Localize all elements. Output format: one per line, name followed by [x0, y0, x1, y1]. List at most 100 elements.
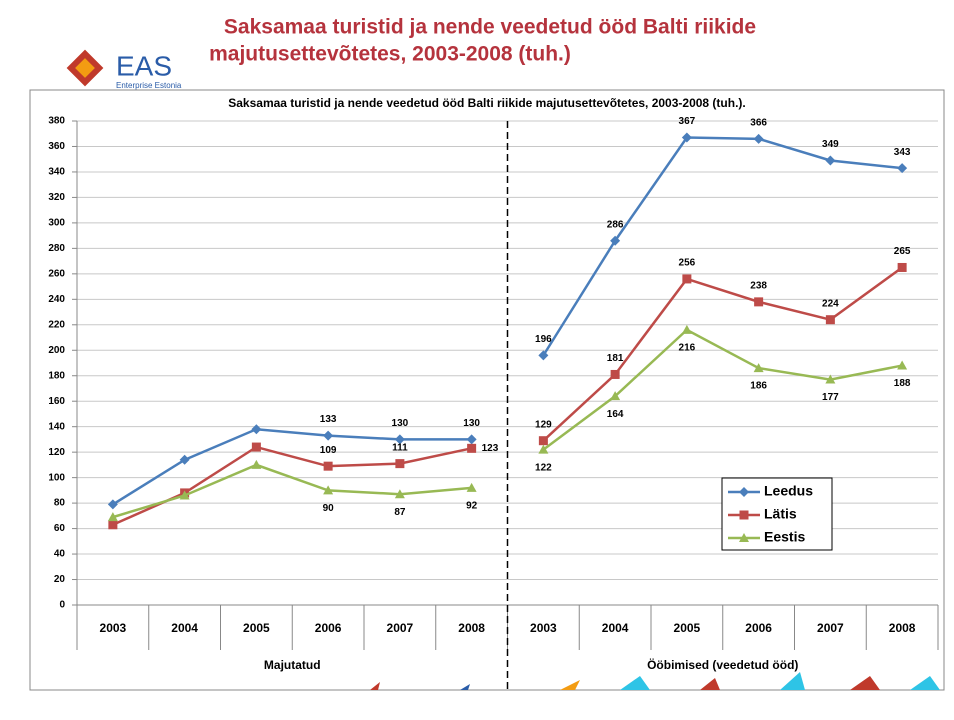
data-label: 181	[607, 353, 624, 364]
decor-shape	[700, 678, 720, 690]
marker	[753, 363, 764, 373]
slide-title: Saksamaa turistid ja nende veedetud ööd …	[224, 16, 756, 39]
data-label: 186	[750, 381, 767, 392]
x-tick-label: 2006	[745, 621, 772, 635]
marker	[251, 459, 262, 469]
y-tick-label: 60	[54, 523, 66, 534]
data-label: 111	[392, 442, 408, 453]
y-tick-label: 220	[48, 319, 65, 330]
marker	[394, 489, 405, 499]
logo-icon	[75, 58, 95, 78]
data-label: 87	[394, 507, 406, 518]
series-line	[112, 427, 472, 506]
marker	[251, 424, 262, 435]
marker	[107, 512, 118, 522]
decor-shape	[560, 680, 580, 690]
marker	[610, 369, 620, 379]
legend-marker	[739, 487, 749, 497]
data-label: 196	[535, 334, 552, 345]
marker	[538, 444, 549, 454]
series-line	[542, 136, 903, 357]
y-tick-label: 200	[48, 345, 65, 356]
marker	[681, 132, 692, 143]
data-label: 123	[482, 443, 499, 454]
marker	[682, 274, 692, 284]
data-label: 122	[535, 462, 552, 473]
x-tick-label: 2004	[602, 621, 629, 635]
y-tick-label: 0	[59, 600, 65, 611]
data-label: 188	[894, 378, 911, 389]
decor-shape	[850, 676, 880, 690]
data-label: 109	[320, 445, 337, 456]
y-tick-label: 300	[48, 218, 65, 229]
marker	[394, 434, 405, 445]
x-tick-label: 2008	[889, 621, 916, 635]
x-tick-label: 2005	[243, 621, 270, 635]
marker	[251, 442, 261, 452]
x-tick-label: 2003	[100, 621, 127, 635]
series-line	[542, 328, 903, 451]
marker	[610, 391, 621, 401]
marker	[466, 434, 477, 445]
y-tick-label: 80	[54, 498, 66, 509]
marker	[108, 520, 118, 530]
data-label: 349	[822, 139, 839, 150]
marker	[323, 461, 333, 471]
marker	[897, 360, 908, 370]
series-line	[542, 266, 903, 442]
marker	[466, 482, 477, 492]
marker	[681, 324, 692, 334]
data-label: 224	[822, 298, 839, 309]
decor-shape	[460, 684, 470, 690]
decor-shape	[370, 682, 380, 690]
marker	[538, 436, 548, 446]
data-label: 130	[463, 418, 480, 429]
y-tick-label: 100	[48, 472, 65, 483]
x-tick-label: 2003	[530, 621, 557, 635]
series-line	[112, 463, 472, 519]
decor	[370, 672, 940, 690]
marker	[825, 315, 835, 325]
marker	[753, 133, 764, 144]
marker	[610, 235, 621, 246]
logo: EAS Enterprise Estonia	[66, 49, 182, 90]
x-tick-label: 2007	[387, 621, 414, 635]
data-label: 216	[679, 343, 696, 354]
data-label: 129	[535, 419, 552, 430]
marker	[179, 490, 190, 500]
data-label: 164	[607, 409, 624, 420]
data-label: 177	[822, 392, 839, 403]
x-tick-label: 2008	[458, 621, 485, 635]
marker	[754, 297, 764, 307]
data-label: 256	[679, 258, 696, 269]
slide-title: majutusettevõtetes, 2003-2008 (tuh.)	[209, 43, 571, 66]
logo-text: EAS	[116, 50, 172, 81]
marker	[897, 262, 907, 272]
decor-shape	[620, 676, 650, 690]
y-tick-label: 340	[48, 167, 65, 178]
x-tick-label: 2007	[817, 621, 844, 635]
legend-label: Leedus	[764, 483, 813, 499]
y-tick-label: 140	[48, 421, 65, 432]
data-label: 367	[679, 116, 696, 127]
data-label: 265	[894, 246, 911, 257]
data-label: 343	[894, 147, 911, 158]
x-tick-label: 2004	[171, 621, 198, 635]
group-label: Ööbimised (veedetud ööd)	[647, 657, 798, 672]
x-tick-label: 2005	[674, 621, 701, 635]
decor-shape	[910, 676, 940, 690]
data-label: 90	[323, 503, 335, 514]
data-label: 366	[750, 117, 767, 128]
y-tick-label: 40	[54, 549, 66, 560]
marker	[323, 430, 334, 441]
data-label: 92	[466, 500, 478, 511]
y-tick-label: 360	[48, 141, 65, 152]
y-tick-label: 180	[48, 370, 65, 381]
marker	[179, 454, 190, 465]
data-label: 238	[750, 281, 767, 292]
chart-title: Saksamaa turistid ja nende veedetud ööd …	[228, 96, 746, 110]
chart-frame	[29, 89, 945, 691]
y-tick-label: 20	[54, 574, 66, 585]
y-tick-label: 260	[48, 268, 65, 279]
